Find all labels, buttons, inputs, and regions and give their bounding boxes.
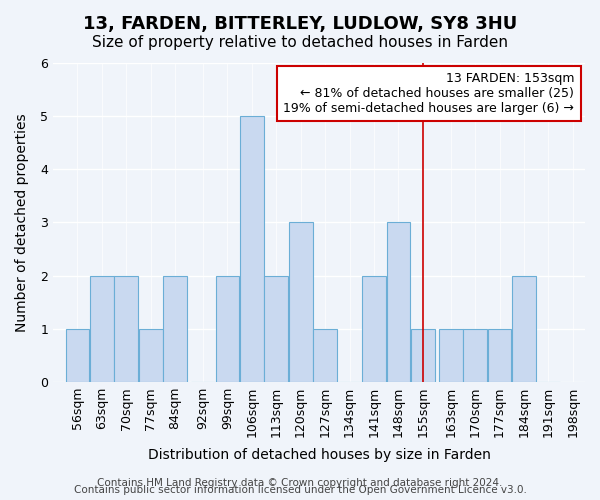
Bar — [115, 276, 138, 382]
Bar — [439, 329, 463, 382]
Bar — [265, 276, 288, 382]
Bar — [215, 276, 239, 382]
Bar — [90, 276, 113, 382]
Bar — [386, 222, 410, 382]
Text: Size of property relative to detached houses in Farden: Size of property relative to detached ho… — [92, 35, 508, 50]
Bar — [488, 329, 511, 382]
Bar — [240, 116, 263, 382]
Text: 13 FARDEN: 153sqm
← 81% of detached houses are smaller (25)
19% of semi-detached: 13 FARDEN: 153sqm ← 81% of detached hous… — [283, 72, 574, 115]
Text: Contains HM Land Registry data © Crown copyright and database right 2024.: Contains HM Land Registry data © Crown c… — [97, 478, 503, 488]
Bar — [512, 276, 536, 382]
Bar — [362, 276, 386, 382]
Bar — [65, 329, 89, 382]
Text: 13, FARDEN, BITTERLEY, LUDLOW, SY8 3HU: 13, FARDEN, BITTERLEY, LUDLOW, SY8 3HU — [83, 15, 517, 33]
Text: Contains public sector information licensed under the Open Government Licence v3: Contains public sector information licen… — [74, 485, 526, 495]
Bar — [163, 276, 187, 382]
Bar — [313, 329, 337, 382]
Bar — [463, 329, 487, 382]
X-axis label: Distribution of detached houses by size in Farden: Distribution of detached houses by size … — [148, 448, 490, 462]
Bar — [289, 222, 313, 382]
Bar — [139, 329, 163, 382]
Y-axis label: Number of detached properties: Number of detached properties — [15, 113, 29, 332]
Bar — [411, 329, 434, 382]
